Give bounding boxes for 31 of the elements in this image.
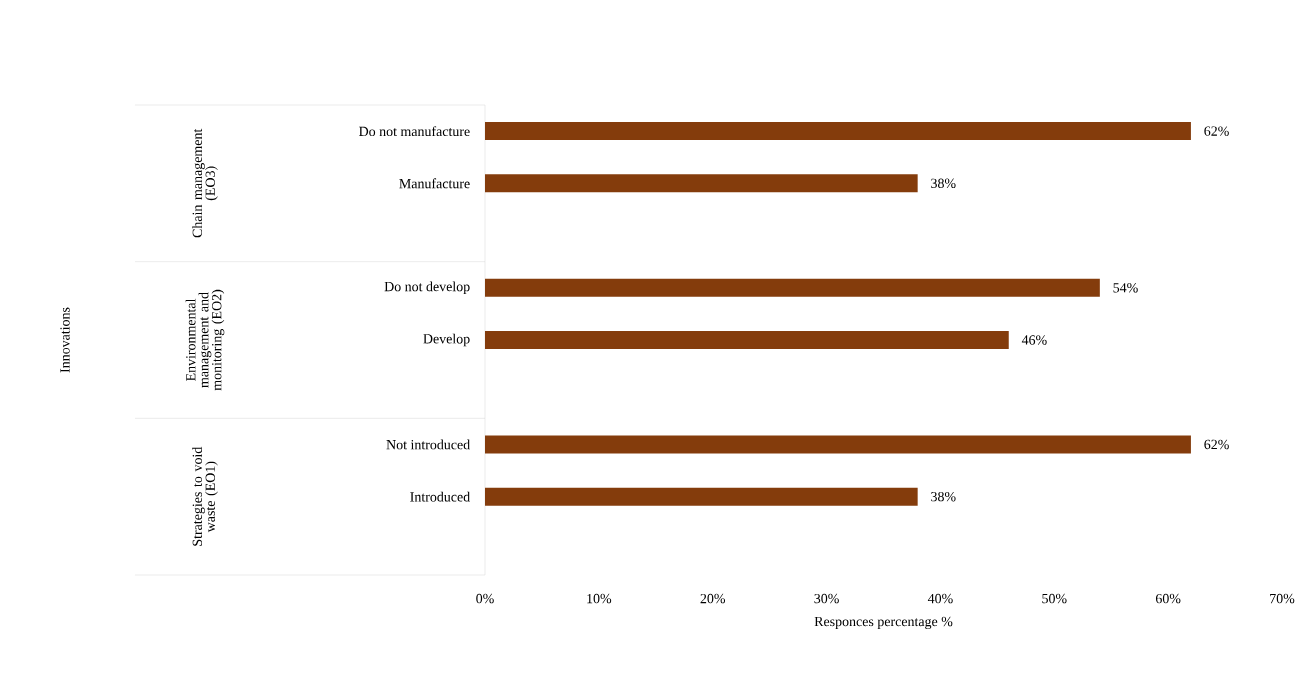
bar	[485, 487, 918, 506]
data-label: 62%	[1204, 126, 1229, 136]
data-label: 54%	[1113, 283, 1138, 293]
x-tick-label: 60%	[1155, 593, 1181, 604]
y-tick-label: Develop	[423, 333, 470, 347]
bar	[485, 122, 1191, 141]
x-tick-label: 70%	[1270, 593, 1295, 604]
x-tick-label: 50%	[1042, 593, 1067, 604]
text: Innovations	[60, 307, 70, 373]
bar	[485, 331, 1009, 350]
y-tick-label: Do not develop	[384, 281, 470, 295]
text: Chain management (EO3)	[192, 128, 218, 238]
data-label: 38%	[931, 491, 956, 502]
data-label: 62%	[1204, 439, 1229, 450]
bar	[485, 435, 1191, 454]
text: Strategies to void waste (EO1)	[192, 446, 218, 546]
y-tick-label: Manufacture	[399, 178, 470, 189]
y-tick-label: Do not manufacture	[359, 126, 470, 137]
y-tick-label: Introduced	[410, 491, 470, 502]
x-tick-label: 40%	[927, 593, 953, 604]
x-tick-label: 30%	[814, 593, 839, 604]
y-tick-label: Not introduced	[386, 439, 470, 450]
x-tick-label: 20%	[700, 593, 726, 604]
bar	[485, 278, 1100, 297]
x-tick-label: 10%	[587, 593, 612, 604]
bar	[485, 174, 918, 193]
text: Environmental management and monitoring (EO2)	[185, 289, 225, 391]
data-label: 46%	[1021, 335, 1047, 345]
x-tick-label: 0%	[476, 593, 494, 604]
x-axis-title: Responces percentage %	[814, 616, 953, 630]
data-label: 38%	[931, 178, 956, 189]
